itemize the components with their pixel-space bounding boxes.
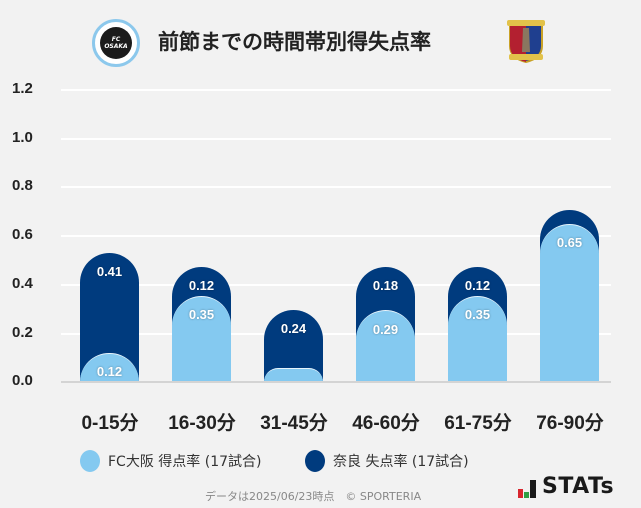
chart-header: FC OSAKA 前節までの時間帯別得失点率 [0,0,641,80]
legend-item-fc-osaka: FC大阪 得点率 (17試合) [80,450,261,472]
value-label: 0.65 [556,235,583,250]
value-label: 0.18 [372,278,399,293]
fc-osaka-logo: FC OSAKA [92,19,140,67]
value-label: 0.35 [188,307,215,322]
x-axis-line [61,381,611,383]
gridline [61,186,611,188]
legend-label: 奈良 失点率 (17試合) [333,454,469,470]
legend-label: FC大阪 得点率 (17試合) [108,454,262,470]
bar-fcosaka-31-45 [264,368,323,382]
gridline [61,333,611,335]
data-source-footer: データは2025/06/23時点 © SPORTERIA [205,490,422,503]
stats-bar-red-icon [518,489,523,498]
bar-fcosaka-16-30 [172,296,231,382]
value-label: 0.41 [96,264,123,279]
value-label: 0.35 [464,307,491,322]
x-tick-label: 76-90分 [536,413,604,434]
legend-item-nara: 奈良 失点率 (17試合) [305,450,469,472]
x-tick-label: 0-15分 [81,413,139,434]
bar-fcosaka-61-75 [448,296,507,382]
gridline [61,89,611,91]
legend-swatch-light-blue-icon [80,450,100,472]
value-label: 0.12 [96,364,123,379]
bar-fcosaka-76-90 [540,224,599,382]
fc-osaka-logo-text: FC OSAKA [100,27,132,59]
y-tick-label: 0.8 [12,177,33,194]
legend-swatch-dark-blue-icon [305,450,325,472]
y-tick-label: 1.0 [12,129,33,146]
y-tick-label: 1.2 [12,80,33,97]
y-tick-label: 0.2 [12,324,33,341]
stats-bar-green-icon [524,492,529,498]
stats-bar-black-icon [530,480,536,498]
gridline [61,284,611,286]
gridline [61,235,611,237]
stats-brand-text: STATs [542,474,615,499]
value-label: 0.12 [188,278,215,293]
y-tick-label: 0.4 [12,275,33,292]
stats-brand-logo: STATs [518,476,614,498]
value-label: 0.12 [464,278,491,293]
x-tick-label: 61-75分 [444,413,512,434]
bar-fcosaka-46-60 [356,310,415,382]
value-label: 0.24 [280,321,307,336]
gridline [61,138,611,140]
chart-title: 前節までの時間帯別得失点率 [158,30,431,54]
y-tick-label: 0.0 [12,372,33,389]
x-tick-label: 46-60分 [352,413,420,434]
x-tick-label: 16-30分 [168,413,236,434]
nara-club-crest-icon [507,20,545,64]
x-tick-label: 31-45分 [260,413,328,434]
value-label: 0.29 [372,322,399,337]
y-tick-label: 0.6 [12,226,33,243]
